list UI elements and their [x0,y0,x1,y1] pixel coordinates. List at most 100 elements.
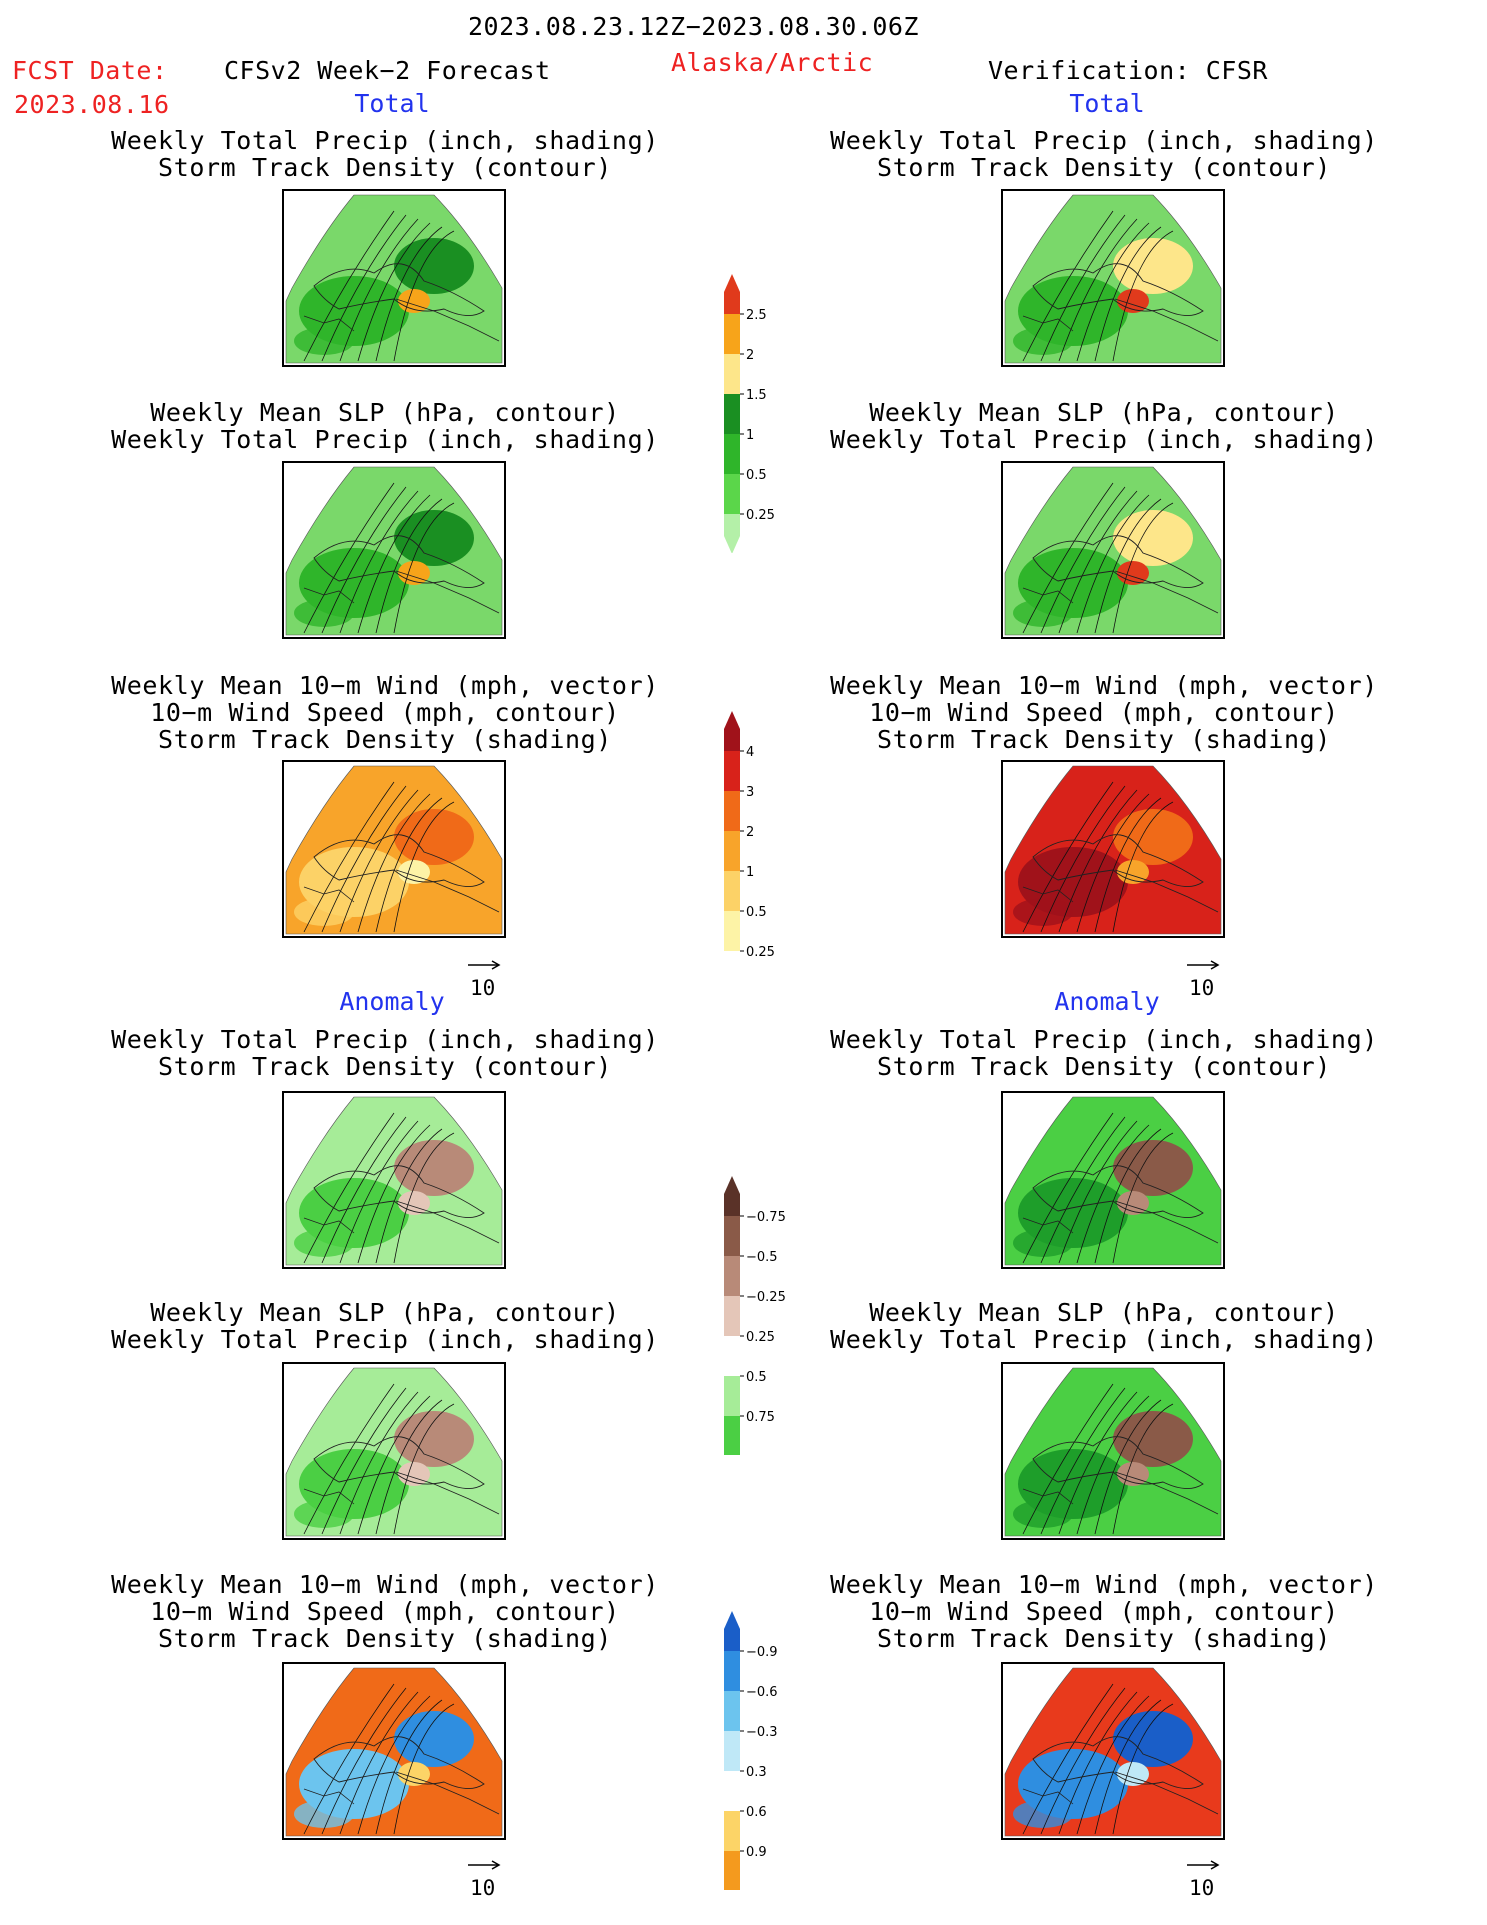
colorbar-label: 1 [746,865,754,880]
colorbar-label: 0.25 [746,1330,775,1345]
colorbar-segment [724,1336,740,1376]
domain-outline [1004,765,1222,935]
colorbar-label: 0.25 [746,508,775,523]
colorbar-label: −0.6 [746,1685,778,1700]
contour-line [357,1124,431,1264]
contour-line [1058,218,1138,362]
reference-vector-label: 10 [470,1876,495,1900]
coastline [1022,1788,1074,1805]
coastline [1032,1165,1204,1218]
map-obs-total-slp-precip [1001,461,1225,639]
coastline [1022,587,1074,604]
contour-line [303,1683,395,1835]
domain-outline [1004,466,1222,636]
contour-line [1112,230,1174,362]
coastline [395,1471,500,1515]
coastline [313,834,485,887]
contour-line [1094,226,1162,362]
coastline [1022,315,1074,332]
coastline [1114,570,1219,614]
fcst-date-value: 2023.08.16 [14,90,170,119]
contour-line [321,214,407,362]
map-obs-anom-slp-precip [1001,1362,1225,1540]
colorbar-label: 2.5 [746,308,767,323]
colorbar-segment [724,1651,740,1691]
panel-title-precip-storm: Weekly Total Precip (inch, shading) Storm… [111,1025,659,1081]
colorbar-segment [724,1771,740,1811]
contour-line [1040,1387,1126,1535]
colorbar-segment [724,1256,740,1296]
contour-line [1076,1124,1150,1264]
contour-line [375,797,443,933]
colorbar-precip-total: 2.5 2 1.5 1 0.5 0.25 [724,274,775,553]
coastline [395,570,500,614]
coastline [303,1488,355,1505]
shading-region [1113,1140,1193,1196]
contour-line [393,230,455,362]
colorbar-label: 0.6 [746,1805,767,1820]
shading-region [1013,898,1073,926]
domain-outline [1004,1096,1222,1266]
contour-line [1058,1391,1138,1535]
colorbar-segment [724,1216,740,1256]
domain-outline [285,1667,503,1837]
domain-outline [1004,1667,1222,1837]
coastline [395,1771,500,1815]
domain-outline [285,765,503,935]
verification-label: Verification: CFSR [988,56,1268,85]
coastline [1114,1771,1219,1815]
map-obs-total-wind [1001,760,1225,938]
map-obs-total-precip-storm [1001,189,1225,367]
colorbar-segment [724,1851,740,1890]
contour-line [1022,781,1114,933]
contour-line [339,1120,419,1264]
fcst-date-label: FCST Date: [12,56,168,85]
shading-region [1013,1800,1073,1828]
contour-line [1112,801,1174,933]
coastline [395,1200,500,1244]
domain-outline [285,466,503,636]
contour-line [1076,222,1150,362]
section-anomaly-forecast: Anomaly [339,987,445,1016]
panel-title-slp-precip: Weekly Mean SLP (hPa, contour) Weekly Tot… [830,1298,1378,1354]
coastline [303,1217,355,1234]
coastline [395,869,500,913]
coastline [303,1788,355,1805]
shading-region [1113,1411,1193,1467]
coastline [1114,1200,1219,1244]
colorbar-label: 0.5 [746,1370,767,1385]
colorbar-segment [724,474,740,514]
contour-line [1058,1691,1138,1835]
contour-line [375,226,443,362]
shading-region [394,510,474,566]
colorbar-label: 1.5 [746,388,767,403]
colorbar-segment [724,751,740,791]
contour-line [1040,214,1126,362]
colorbar-label: −0.9 [746,1645,778,1660]
reference-vector-label: 10 [1189,976,1214,1000]
panel-title-wind: Weekly Mean 10−m Wind (mph, vector) 10−m … [111,1570,659,1653]
contour-line [303,1383,395,1535]
reference-vector: 10 [466,1857,506,1901]
reference-vector: 10 [1185,1857,1225,1901]
colorbar-label: 3 [746,785,754,800]
coastline [1022,1217,1074,1234]
shading-region [394,238,474,294]
shading-region [1113,238,1193,294]
colorbar-segment [724,394,740,434]
panel-title-slp-precip: Weekly Mean SLP (hPa, contour) Weekly Tot… [111,398,659,454]
shading-region [1013,1229,1073,1257]
domain-outline [1004,1367,1222,1537]
colorbar-label: −0.75 [746,1210,786,1225]
contour-line [303,482,395,634]
contour-line [393,1403,455,1535]
contour-line [1112,1132,1174,1264]
shading-region [294,327,354,355]
colorbar-segment [724,274,740,314]
colorbar-label: −0.3 [746,1725,778,1740]
reference-vector: 10 [1185,957,1225,1001]
contour-line [375,1699,443,1835]
colorbar-label: 0.3 [746,1765,767,1780]
contour-line [1076,1695,1150,1835]
contour-line [339,218,419,362]
